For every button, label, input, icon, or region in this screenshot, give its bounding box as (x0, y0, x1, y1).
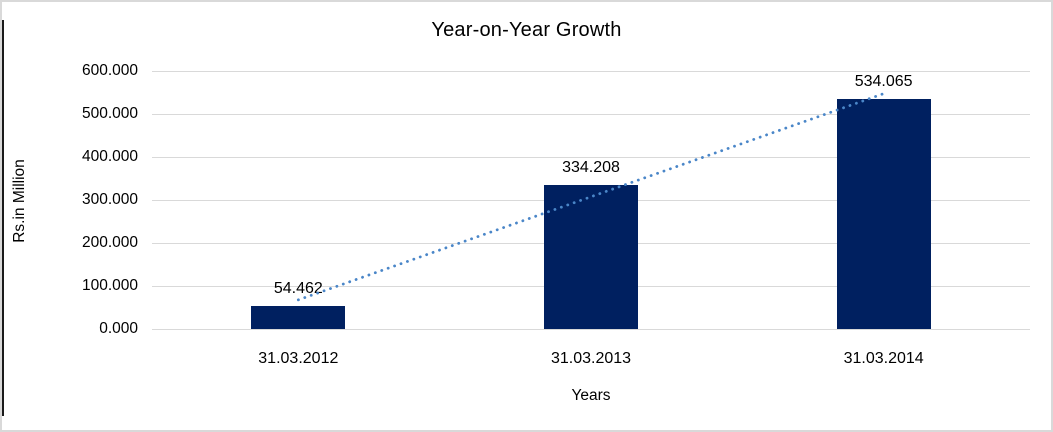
y-axis-tick-label: 200.000 (81, 234, 138, 251)
bar (544, 185, 638, 329)
chart-title: Year-on-Year Growth (431, 19, 622, 41)
y-axis-tick-label: 600.000 (81, 62, 138, 79)
y-gridline (152, 328, 1030, 330)
category-label: 31.03.2012 (258, 350, 339, 367)
left-border-accent (2, 20, 4, 416)
bar (251, 305, 346, 329)
y-axis-tick-label: 400.000 (81, 148, 138, 165)
category-label: 31.03.2013 (550, 350, 632, 367)
y-gridline (152, 70, 1030, 72)
data-label: 534.065 (854, 73, 913, 91)
y-axis-tick-label: 100.000 (81, 277, 138, 294)
trendline-dotted (296, 92, 886, 302)
category-label: 31.03.2014 (843, 350, 924, 367)
x-axis-title: Years (571, 387, 611, 404)
bar (836, 99, 931, 329)
y-axis-tick-label: 300.000 (81, 191, 138, 208)
y-axis-tick-label: 500.000 (81, 105, 138, 122)
data-label: 54.462 (273, 279, 323, 297)
data-label: 334.208 (562, 159, 620, 177)
y-axis-tick-label: 0.000 (99, 320, 138, 337)
y-gridline (152, 156, 1030, 158)
y-gridline (152, 113, 1030, 115)
